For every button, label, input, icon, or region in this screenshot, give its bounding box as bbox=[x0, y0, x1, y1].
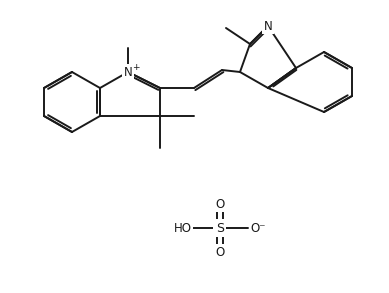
Text: HO: HO bbox=[174, 222, 192, 234]
Text: +: + bbox=[132, 62, 140, 71]
Text: N: N bbox=[124, 66, 132, 79]
Text: N: N bbox=[264, 20, 272, 33]
Text: S: S bbox=[216, 222, 224, 234]
Text: O⁻: O⁻ bbox=[250, 222, 266, 234]
Text: O: O bbox=[216, 246, 224, 258]
Text: O: O bbox=[216, 197, 224, 210]
